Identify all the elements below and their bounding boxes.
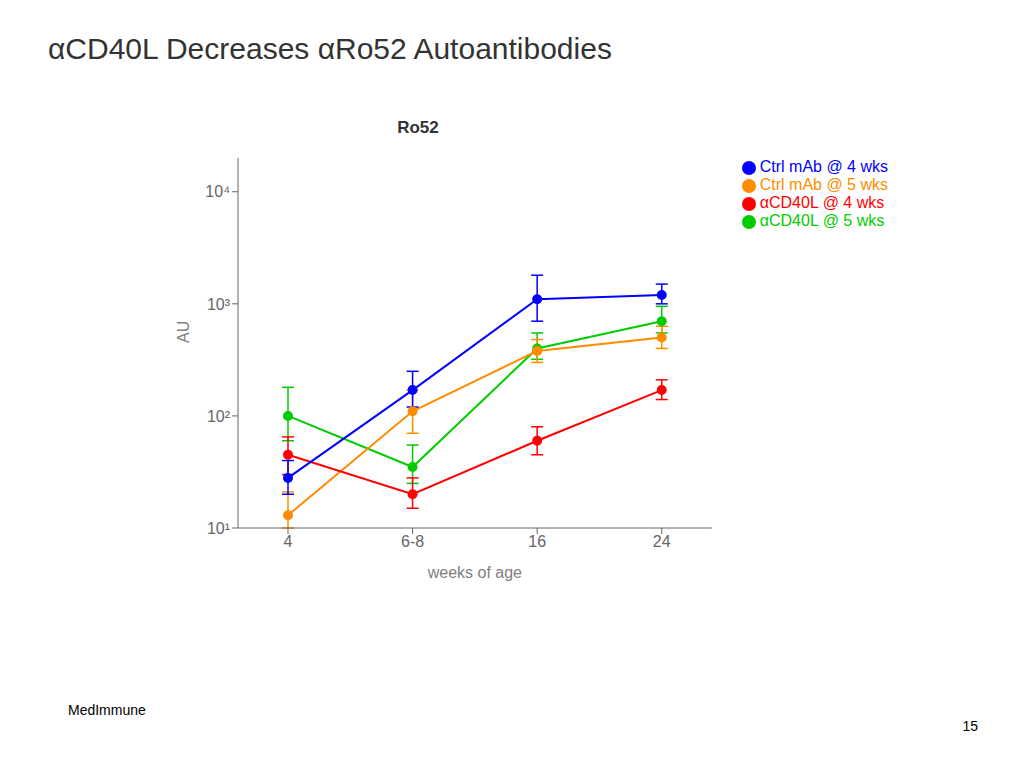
svg-text:6-8: 6-8: [401, 533, 424, 550]
svg-text:10²: 10²: [207, 408, 231, 425]
html-text:15: 15: [962, 718, 978, 734]
svg-text:24: 24: [653, 533, 671, 550]
svg-text:10¹: 10¹: [207, 520, 230, 537]
html-text:αCD40L @ 4 wks: αCD40L @ 4 wks: [759, 194, 885, 211]
svg-text:10³: 10³: [207, 296, 231, 313]
svg-text:weeks of age: weeks of age: [427, 564, 522, 581]
svg-text:10⁴: 10⁴: [205, 183, 230, 200]
svg-text:AU: AU: [175, 321, 192, 343]
html-text:Ctrl mAb @ 4 wks: Ctrl mAb @ 4 wks: [759, 158, 888, 175]
html-text:Ctrl mAb @ 5 wks: Ctrl mAb @ 5 wks: [759, 176, 888, 193]
svg-text:16: 16: [528, 533, 546, 550]
html-text:αCD40L @ 5 wks: αCD40L @ 5 wks: [759, 212, 885, 229]
html-text:MedImmune: MedImmune: [68, 702, 146, 718]
html-text:αCD40L Decreases αRo52 Autoant: αCD40L Decreases αRo52 Autoantibodies: [48, 32, 612, 65]
svg-text:4: 4: [284, 533, 293, 550]
html-text:Ro52: Ro52: [397, 118, 439, 137]
